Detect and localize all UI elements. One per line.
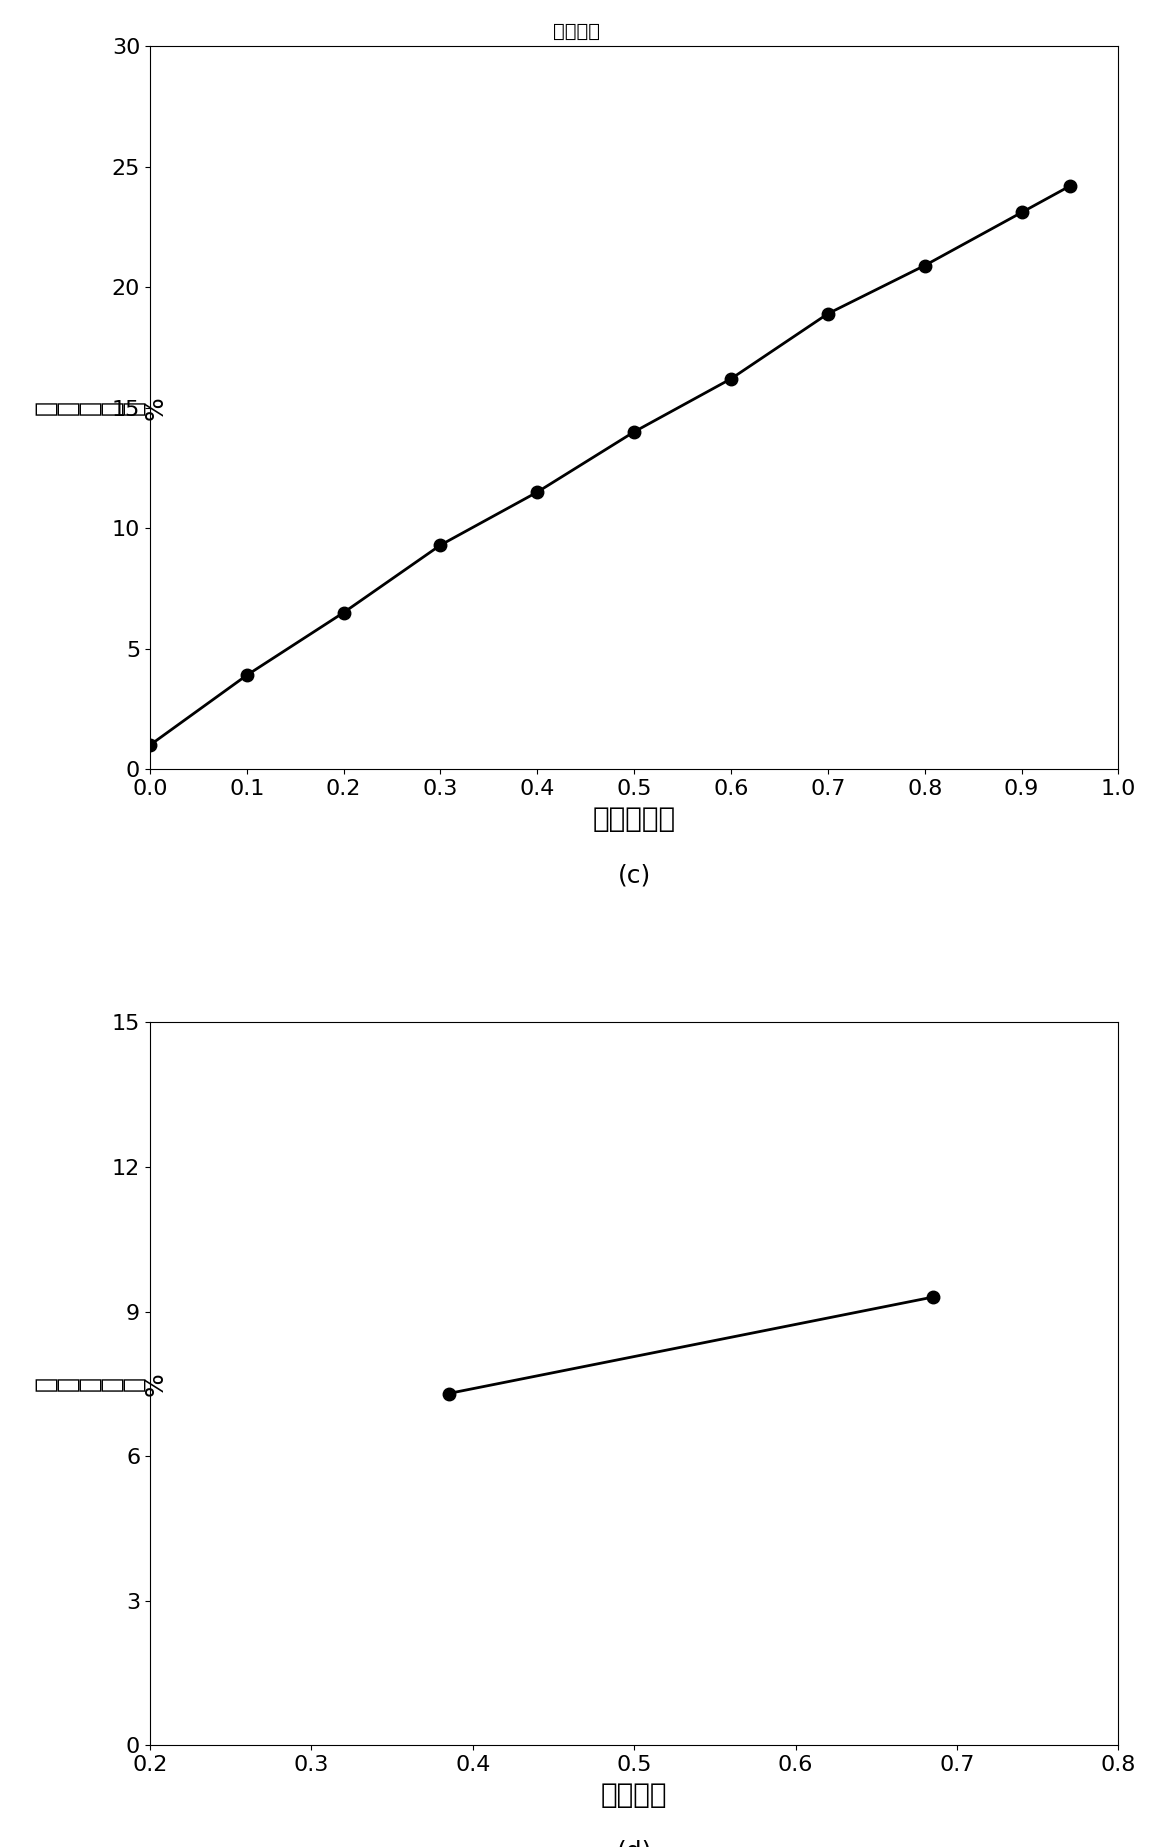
X-axis label: 地面反射率: 地面反射率	[593, 805, 676, 833]
Y-axis label: 增
益
百
分
数
%: 增 益 百 分 数 %	[33, 395, 168, 419]
Text: (c): (c)	[618, 863, 650, 887]
Text: 归一图示: 归一图示	[553, 22, 600, 41]
Y-axis label: 增
益
百
分
数
%: 增 益 百 分 数 %	[33, 1372, 168, 1396]
X-axis label: 散射系数: 散射系数	[601, 1781, 668, 1808]
Text: (d): (d)	[617, 1840, 651, 1847]
